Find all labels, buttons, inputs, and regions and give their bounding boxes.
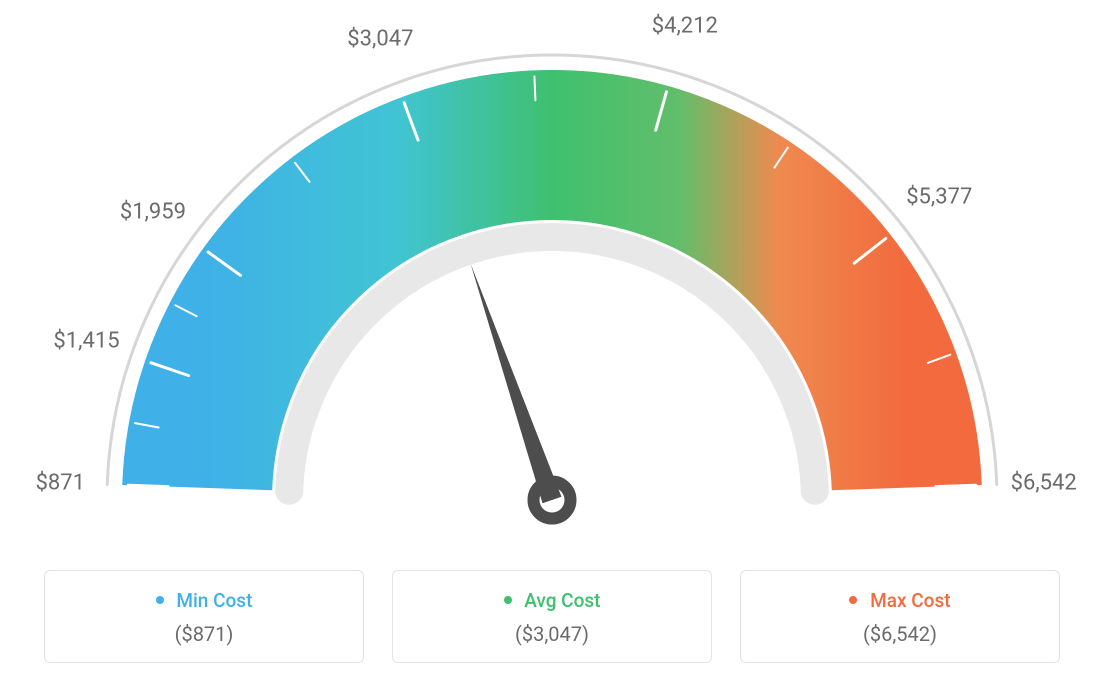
legend-title-min: Min Cost — [55, 589, 353, 612]
legend-title-max-text: Max Cost — [870, 589, 950, 612]
legend-title-avg: Avg Cost — [403, 589, 701, 612]
legend-value-min: ($871) — [55, 622, 353, 646]
gauge-tick-label: $1,959 — [120, 200, 186, 225]
legend-card-avg: Avg Cost ($3,047) — [392, 570, 712, 663]
legend-value-avg: ($3,047) — [403, 622, 701, 646]
legend-title-min-text: Min Cost — [176, 589, 252, 612]
gauge-chart — [0, 0, 1104, 560]
gauge-tick-label: $1,415 — [53, 328, 119, 353]
gauge-tick-label: $6,542 — [1011, 470, 1077, 495]
gauge-tick-label: $5,377 — [906, 184, 972, 209]
gauge-tick-label: $4,212 — [652, 14, 718, 39]
gauge-container: $871 $1,415 $1,959 $3,047 $4,212 $5,377 $6,542 — [0, 0, 1104, 560]
gauge-tick-label: $871 — [36, 470, 85, 495]
legend-card-min: Min Cost ($871) — [44, 570, 364, 663]
legend-value-max: ($6,542) — [751, 622, 1049, 646]
gauge-tick-label: $3,047 — [347, 26, 413, 51]
legend-title-max: Max Cost — [751, 589, 1049, 612]
legend-title-avg-text: Avg Cost — [524, 589, 600, 612]
legend-row: Min Cost ($871) Avg Cost ($3,047) Max Co… — [0, 570, 1104, 663]
legend-card-max: Max Cost ($6,542) — [740, 570, 1060, 663]
